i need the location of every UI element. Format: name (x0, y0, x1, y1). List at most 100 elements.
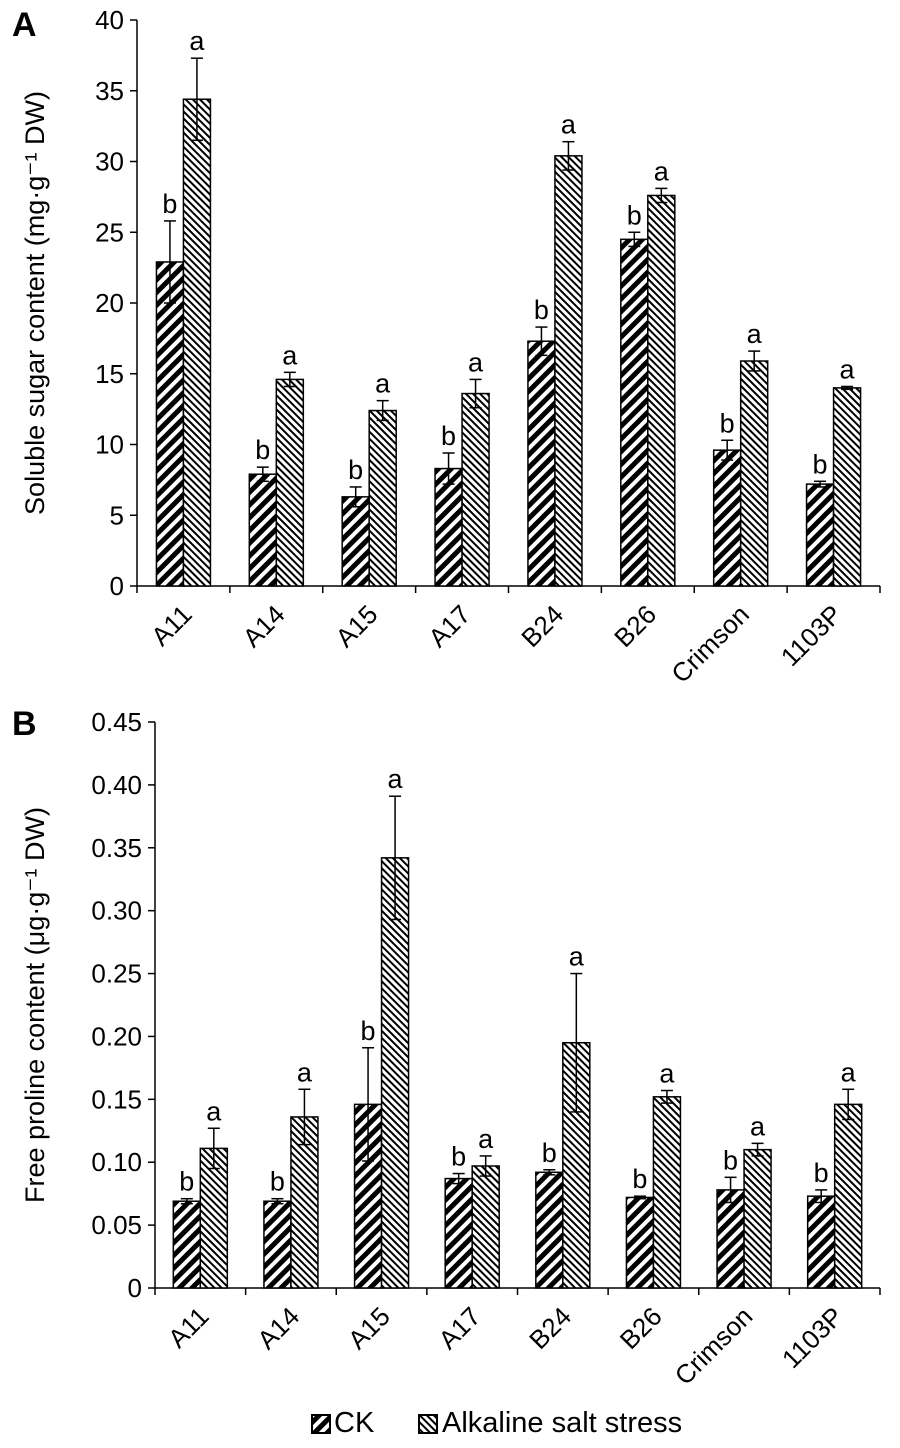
significance-letter: b (723, 1145, 738, 1175)
x-tick-label: A11 (145, 599, 198, 652)
bar-stress (182, 98, 212, 587)
y-tick-label: 0.10 (91, 1147, 142, 1177)
bar-stress (832, 387, 862, 587)
x-tick-label: B24 (515, 599, 569, 653)
chart-panel-b: B Free proline content (μg·g⁻¹ DW) 0 0.05 0.… (12, 705, 881, 1391)
x-tick-label: 1103P (775, 599, 848, 672)
bar-ck (806, 1195, 836, 1289)
significance-letter: a (375, 369, 391, 399)
legend-label-ck: CK (334, 1407, 375, 1439)
significance-letter: a (388, 764, 404, 794)
x-tick-label: A17 (422, 599, 476, 653)
significance-letter: a (841, 1057, 857, 1087)
significance-letter: b (451, 1142, 466, 1172)
y-tick-label: 0.40 (91, 770, 142, 800)
legend-label-stress: Alkaline salt stress (442, 1407, 682, 1439)
y-tick-label: 10 (95, 430, 124, 460)
y-tick-label: 5 (110, 500, 124, 530)
bar-stress (199, 1147, 229, 1289)
significance-letter: b (632, 1164, 647, 1194)
legend-swatch-stress (418, 1414, 438, 1434)
x-tick-label: A15 (330, 599, 384, 653)
x-tick-label: Crimson (665, 599, 755, 689)
bar-ck (444, 1177, 473, 1289)
y-tick-label: 0.15 (91, 1084, 142, 1114)
bar-ck (155, 261, 185, 587)
significance-letter: b (348, 455, 363, 485)
bar-ck (716, 1189, 745, 1289)
bar-stress (380, 857, 410, 1289)
bar-stress (647, 194, 676, 587)
bar-stress (461, 392, 490, 587)
y-axis-label: Soluble sugar content (mg·g⁻¹ DW) (20, 91, 50, 515)
y-tick-label: 0.30 (91, 896, 142, 926)
significance-letter: b (179, 1167, 194, 1197)
significance-letter: b (720, 408, 735, 438)
significance-letter: a (750, 1111, 766, 1141)
significance-letter: b (270, 1167, 285, 1197)
significance-letter: a (659, 1059, 675, 1089)
bar-stress (275, 378, 305, 587)
significance-letter: b (542, 1138, 557, 1168)
significance-letter: b (255, 435, 270, 465)
bar-ck (527, 340, 556, 587)
significance-letter: a (840, 354, 856, 384)
significance-letter: a (297, 1057, 313, 1087)
y-tick-label: 15 (95, 359, 124, 389)
legend-swatch-ck (311, 1414, 331, 1434)
significance-letter: a (189, 26, 205, 56)
x-tick-label: 1103P (776, 1301, 849, 1374)
bar-ck (434, 467, 463, 587)
bar-ck (263, 1200, 292, 1289)
bar-stress (743, 1148, 772, 1289)
y-tick-label: 0 (128, 1273, 142, 1303)
x-tick-label: A17 (433, 1301, 487, 1355)
significance-letter: a (747, 319, 763, 349)
y-tick-label: 35 (95, 76, 124, 106)
legend: CK Alkaline salt stress (311, 1407, 682, 1439)
significance-letter: a (206, 1096, 222, 1126)
y-tick-label: 0.25 (91, 959, 142, 989)
x-tick-label: B24 (523, 1301, 577, 1355)
y-tick-label: 0.35 (91, 833, 142, 863)
y-tick-label: 0.05 (91, 1210, 142, 1240)
x-tick-label: A14 (237, 599, 291, 653)
significance-letter: a (478, 1124, 494, 1154)
bar-ck (625, 1196, 655, 1289)
chart-panel-a: A Soluble sugar content (mg·g⁻¹ DW) 0 5 10 15… (12, 5, 881, 689)
bar-ck (172, 1200, 202, 1289)
significance-letter: a (282, 340, 298, 370)
bar-stress (471, 1165, 500, 1289)
y-tick-label: 0.45 (91, 707, 142, 737)
bar-stress (833, 1103, 863, 1289)
bar-ck (620, 238, 649, 587)
y-tick-label: 30 (95, 147, 124, 177)
bar-ck (805, 483, 835, 587)
bar-ck (712, 449, 742, 587)
y-tick-label: 40 (95, 5, 124, 35)
significance-letter: b (627, 200, 642, 230)
bar-stress (290, 1116, 319, 1289)
bar-ck (341, 496, 370, 587)
x-tick-label: B26 (608, 599, 662, 653)
bar-stress (368, 409, 397, 587)
y-axis-label: Free proline content (μg·g⁻¹ DW) (20, 807, 50, 1203)
x-tick-label: A14 (251, 1301, 305, 1355)
bar-ck (535, 1171, 564, 1289)
x-tick-label: Crimson (669, 1301, 759, 1391)
significance-letter: b (534, 295, 549, 325)
y-tick-label: 20 (95, 288, 124, 318)
significance-letter: b (813, 449, 828, 479)
bar-stress (554, 155, 583, 587)
y-tick-label: 0 (110, 571, 124, 601)
significance-letter: b (814, 1158, 829, 1188)
panel-letter: A (12, 6, 37, 44)
significance-letter: a (654, 156, 670, 186)
significance-letter: a (561, 110, 577, 140)
bar-ck (248, 473, 278, 587)
y-tick-label: 0.20 (91, 1021, 142, 1051)
significance-letter: b (361, 1016, 376, 1046)
significance-letter: b (162, 189, 177, 219)
significance-letter: a (569, 942, 585, 972)
